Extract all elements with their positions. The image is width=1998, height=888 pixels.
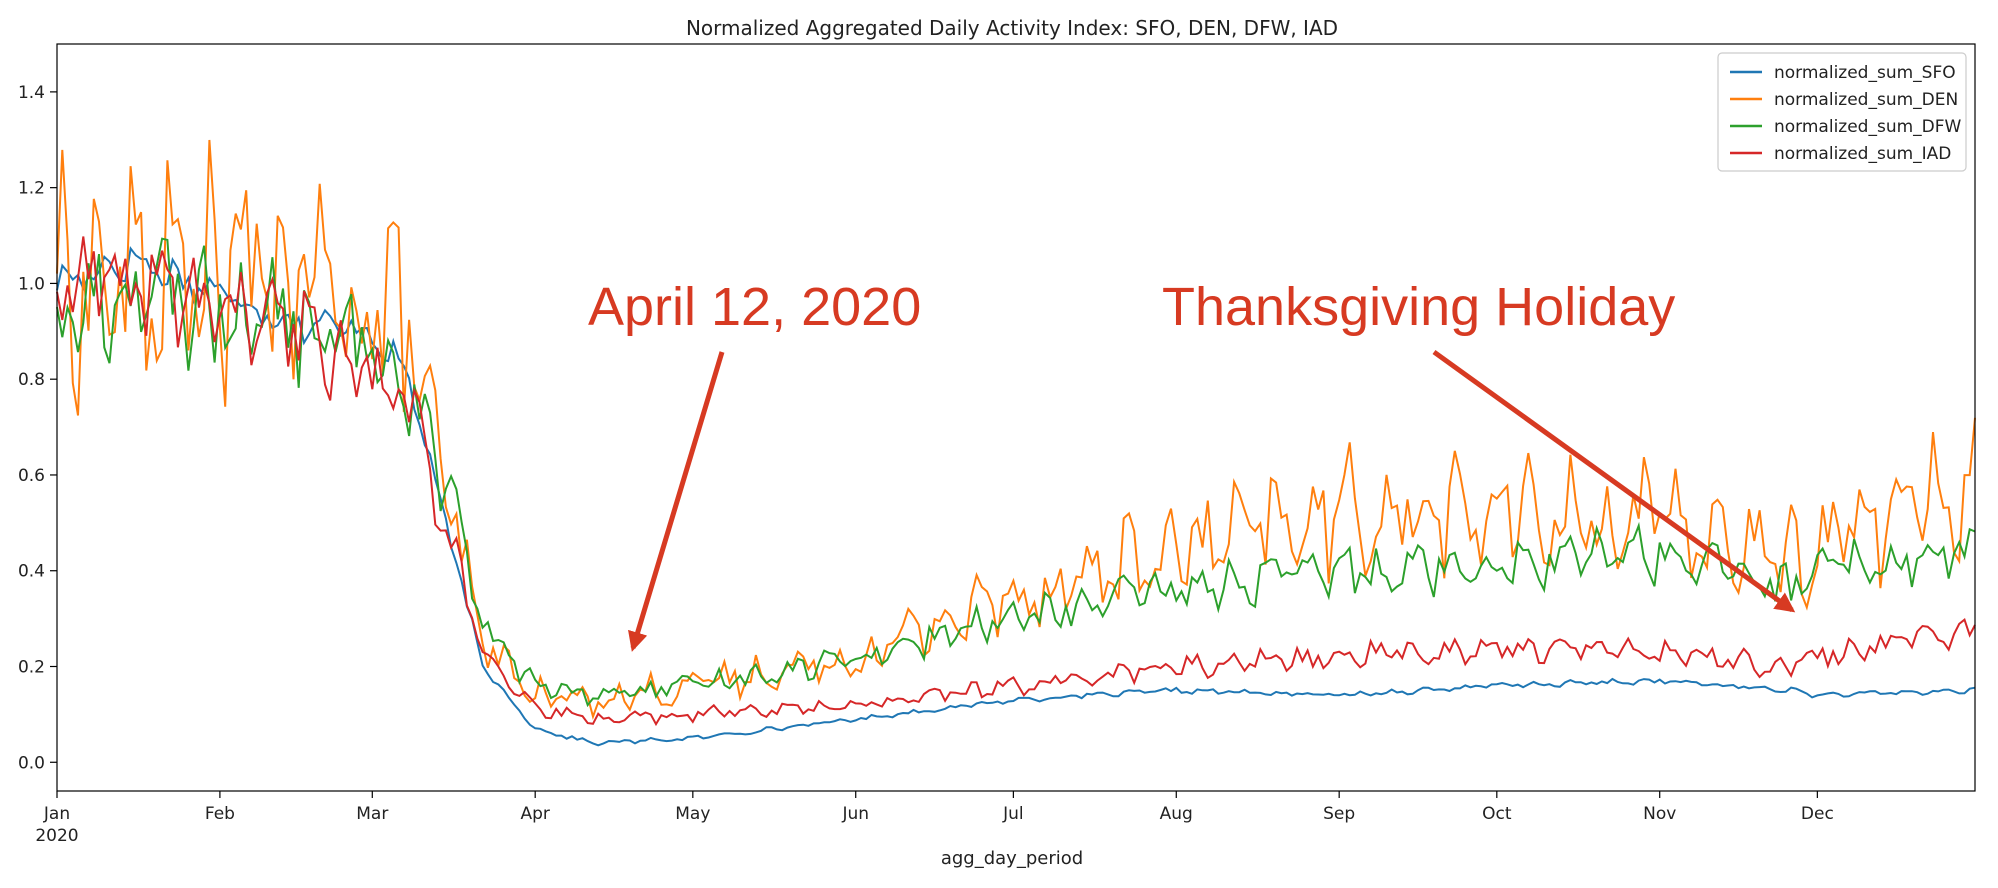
x-tick-year-label: 2020: [35, 826, 78, 846]
y-axis: 0.0 0.2 0.4 0.6 0.8 1.0 1.2 1.4: [18, 83, 57, 773]
series-line-normalized_sum_DEN: [56, 139, 1976, 720]
x-tick-label: Nov: [1643, 804, 1676, 824]
y-tick-label: 1.0: [18, 274, 45, 294]
series-line-normalized_sum_DFW: [56, 237, 1976, 708]
series-layer: [56, 139, 1976, 747]
y-tick-label: 1.2: [18, 179, 45, 199]
y-tick-label: 0.6: [18, 466, 45, 486]
series-line-normalized_sum_SFO: [56, 246, 1976, 747]
x-tick-label: Dec: [1801, 804, 1834, 824]
x-axis-label: agg_day_period: [941, 848, 1083, 869]
plot-frame: [56, 43, 1976, 792]
y-tick-label: 0.4: [18, 562, 45, 582]
x-tick-label: Oct: [1482, 804, 1512, 824]
x-tick-label: May: [675, 804, 710, 824]
x-tick-label: Aug: [1160, 804, 1193, 824]
series-line-normalized_sum_IAD: [56, 236, 1976, 727]
chart-title: Normalized Aggregated Daily Activity Ind…: [686, 16, 1338, 40]
y-tick-label: 0.8: [18, 370, 45, 390]
y-tick-label: 1.4: [18, 83, 45, 103]
legend-label: normalized_sum_IAD: [1774, 144, 1951, 164]
annotation-thanksgiving: Thanksgiving Holiday: [1162, 277, 1675, 337]
annotation-arrow-thanksgiving: [1432, 349, 1796, 613]
y-tick-label: 0.0: [18, 753, 45, 773]
legend-label: normalized_sum_SFO: [1774, 63, 1956, 83]
x-tick-label: Jan: [43, 804, 70, 824]
x-tick-label: Apr: [520, 804, 549, 824]
annotation-arrow-april-12: [628, 351, 725, 652]
x-tick-label: Sep: [1323, 804, 1355, 824]
legend-label: normalized_sum_DEN: [1774, 90, 1958, 110]
y-tick-label: 0.2: [18, 658, 45, 678]
legend-frame: [1717, 52, 1967, 172]
annotations: April 12, 2020 Thanksgiving Holiday: [588, 277, 1796, 652]
x-tick-label: Jul: [1002, 804, 1024, 824]
legend: normalized_sum_SFO normalized_sum_DENnorm…: [1717, 52, 1967, 172]
legend-label: normalized_sum_DFW: [1774, 117, 1962, 137]
x-tick-label: Jun: [841, 804, 869, 824]
x-tick-label: Mar: [356, 804, 388, 824]
annotation-april-12: April 12, 2020: [588, 277, 921, 337]
x-tick-label: Feb: [205, 804, 235, 824]
